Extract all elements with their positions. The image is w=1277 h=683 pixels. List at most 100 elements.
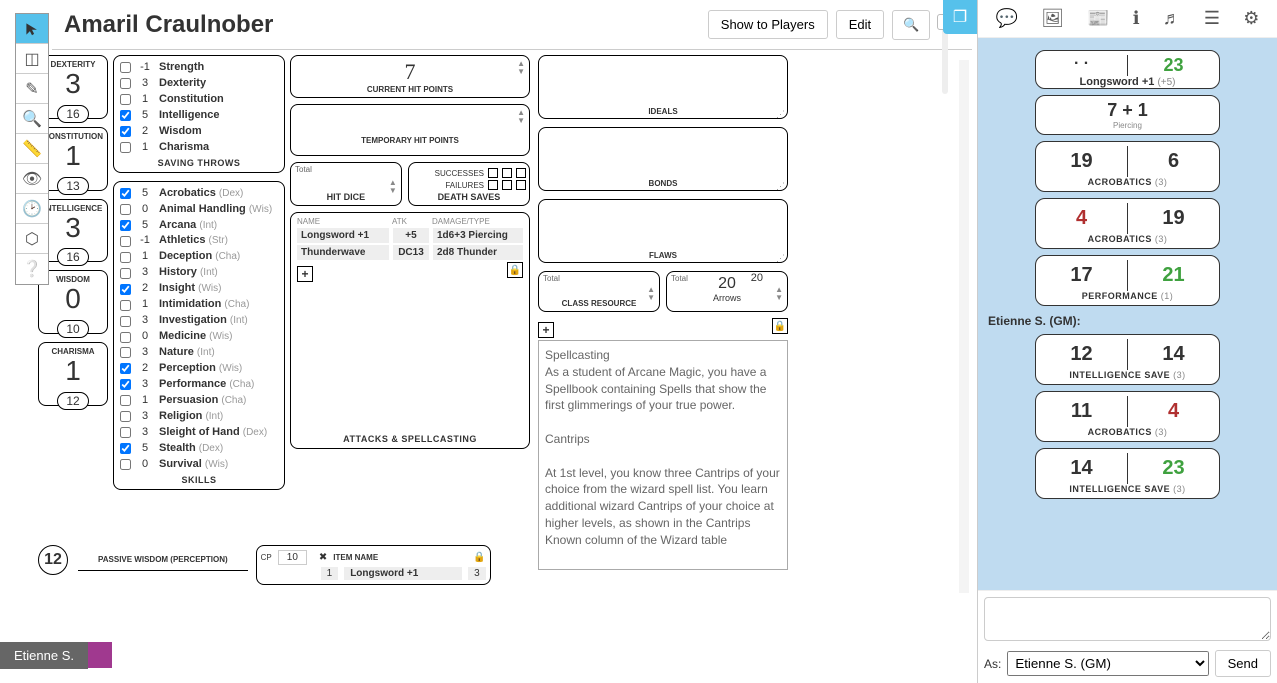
add-resource-button[interactable]: + (538, 322, 554, 338)
skill-deception[interactable]: 1Deception (Cha) (120, 249, 278, 265)
save-prof-checkbox[interactable] (120, 62, 131, 73)
item-qty[interactable]: 1 (321, 567, 339, 580)
lock-resource-button[interactable]: 🔒 (772, 318, 788, 334)
ar-val[interactable]: 20 (673, 275, 781, 293)
save-prof-checkbox[interactable] (120, 94, 131, 105)
speaker-select[interactable]: Etienne S. (GM) (1007, 651, 1208, 676)
attack-row[interactable]: ThunderwaveDC132d8 Thunder (297, 245, 523, 260)
skill-prof-checkbox[interactable] (120, 347, 131, 358)
save-strength[interactable]: -1Strength (120, 60, 278, 76)
skill-prof-checkbox[interactable] (120, 300, 131, 311)
fog-tool[interactable]: 👁 (16, 164, 48, 194)
zoom-tool[interactable]: 🔍 (16, 104, 48, 134)
save-intelligence[interactable]: 5Intelligence (120, 108, 278, 124)
hd-spinner[interactable]: ▲▼ (389, 179, 397, 195)
save-prof-checkbox[interactable] (120, 126, 131, 137)
add-attack-button[interactable]: + (297, 266, 313, 282)
skill-insight[interactable]: 2Insight (Wis) (120, 281, 278, 297)
ds-succ-1[interactable] (488, 168, 498, 178)
help-tool[interactable]: ❔ (16, 254, 48, 284)
skill-sleight-of-hand[interactable]: 3Sleight of Hand (Dex) (120, 425, 278, 441)
ideals-box[interactable]: IDEALS⋰ (538, 55, 788, 119)
save-wisdom[interactable]: 2Wisdom (120, 124, 278, 140)
save-charisma[interactable]: 1Charisma (120, 140, 278, 156)
lock-icon[interactable]: 🔒 (473, 552, 485, 563)
save-prof-checkbox[interactable] (120, 110, 131, 121)
save-prof-checkbox[interactable] (120, 142, 131, 153)
lock-attacks-button[interactable]: 🔒 (507, 262, 523, 278)
skill-prof-checkbox[interactable] (120, 284, 131, 295)
skill-prof-checkbox[interactable] (120, 332, 131, 343)
skill-religion[interactable]: 3Religion (Int) (120, 409, 278, 425)
turn-tool[interactable]: 🕑 (16, 194, 48, 224)
current-hp-value[interactable]: 7 (294, 59, 526, 85)
jukebox-tab-icon[interactable]: ♬ (1163, 8, 1181, 29)
ability-charisma[interactable]: CHARISMA112 (38, 342, 108, 406)
select-tool[interactable] (16, 14, 48, 44)
ar-spinner[interactable]: ▲▼ (775, 286, 783, 302)
save-constitution[interactable]: 1Constitution (120, 92, 278, 108)
skill-arcana[interactable]: 5Arcana (Int) (120, 218, 278, 234)
flaws-box[interactable]: FLAWS⋰ (538, 199, 788, 263)
skill-animal-handling[interactable]: 0Animal Handling (Wis) (120, 202, 278, 218)
save-prof-checkbox[interactable] (120, 78, 131, 89)
bonds-box[interactable]: BONDS⋰ (538, 127, 788, 191)
skill-prof-checkbox[interactable] (120, 204, 131, 215)
item-wt[interactable]: 3 (468, 567, 486, 580)
chat-input[interactable] (984, 597, 1271, 641)
skill-nature[interactable]: 3Nature (Int) (120, 345, 278, 361)
chat-tab-icon[interactable]: 💬 (996, 8, 1018, 29)
cube-tool[interactable]: ◫ (16, 44, 48, 74)
ds-succ-2[interactable] (502, 168, 512, 178)
cr-spinner[interactable]: ▲▼ (647, 286, 655, 302)
brush-tool[interactable]: ✎ (16, 74, 48, 104)
settings-tab-icon[interactable]: ⚙ (1243, 8, 1259, 29)
edit-button[interactable]: Edit (836, 10, 884, 39)
skill-prof-checkbox[interactable] (120, 427, 131, 438)
features-textarea[interactable]: Spellcasting As a student of Arcane Magi… (538, 340, 788, 570)
skill-stealth[interactable]: 5Stealth (Dex) (120, 441, 278, 457)
dice-tool[interactable]: ⬡ (16, 224, 48, 254)
skill-prof-checkbox[interactable] (120, 363, 131, 374)
skill-acrobatics[interactable]: 5Acrobatics (Dex) (120, 186, 278, 202)
macros-tab-icon[interactable]: ☰ (1204, 8, 1220, 29)
skill-survival[interactable]: 0Survival (Wis) (120, 457, 278, 473)
skill-prof-checkbox[interactable] (120, 252, 131, 263)
skill-prof-checkbox[interactable] (120, 459, 131, 470)
art-tab-icon[interactable]: 🖼 (1041, 8, 1064, 29)
skill-prof-checkbox[interactable] (120, 379, 131, 390)
skill-prof-checkbox[interactable] (120, 443, 131, 454)
skill-athletics[interactable]: -1Athletics (Str) (120, 233, 278, 249)
skill-perception[interactable]: 2Perception (Wis) (120, 361, 278, 377)
scrollbar[interactable] (959, 60, 969, 593)
attack-row[interactable]: Longsword +1+51d6+3 Piercing (297, 228, 523, 243)
skill-prof-checkbox[interactable] (120, 395, 131, 406)
show-players-button[interactable]: Show to Players (708, 10, 828, 39)
send-button[interactable]: Send (1215, 650, 1271, 677)
chat-log[interactable]: · ·23 Longsword +1 (+5) 7 + 1Piercing 19… (978, 38, 1277, 590)
player-color-swatch[interactable] (88, 642, 112, 668)
journal-tab-icon[interactable]: 📰 (1087, 8, 1109, 29)
skill-prof-checkbox[interactable] (120, 268, 131, 279)
ruler-tool[interactable]: 📏 (16, 134, 48, 164)
ds-succ-3[interactable] (516, 168, 526, 178)
item-name[interactable]: Longsword +1 (344, 567, 462, 580)
popout-tab[interactable]: ❐ (943, 0, 977, 34)
skill-performance[interactable]: 3Performance (Cha) (120, 377, 278, 393)
thp-spinner[interactable]: ▲▼ (517, 109, 525, 125)
skill-intimidation[interactable]: 1Intimidation (Cha) (120, 297, 278, 313)
skill-history[interactable]: 3History (Int) (120, 265, 278, 281)
ds-fail-3[interactable] (516, 180, 526, 190)
skill-prof-checkbox[interactable] (120, 236, 131, 247)
skill-prof-checkbox[interactable] (120, 316, 131, 327)
skill-medicine[interactable]: 0Medicine (Wis) (120, 329, 278, 345)
save-dexterity[interactable]: 3Dexterity (120, 76, 278, 92)
skill-persuasion[interactable]: 1Persuasion (Cha) (120, 393, 278, 409)
ds-fail-2[interactable] (502, 180, 512, 190)
skill-prof-checkbox[interactable] (120, 220, 131, 231)
skill-investigation[interactable]: 3Investigation (Int) (120, 313, 278, 329)
skill-prof-checkbox[interactable] (120, 411, 131, 422)
ds-fail-1[interactable] (488, 180, 498, 190)
cp-value[interactable]: 10 (278, 550, 307, 565)
search-button[interactable]: 🔍 (892, 10, 930, 40)
